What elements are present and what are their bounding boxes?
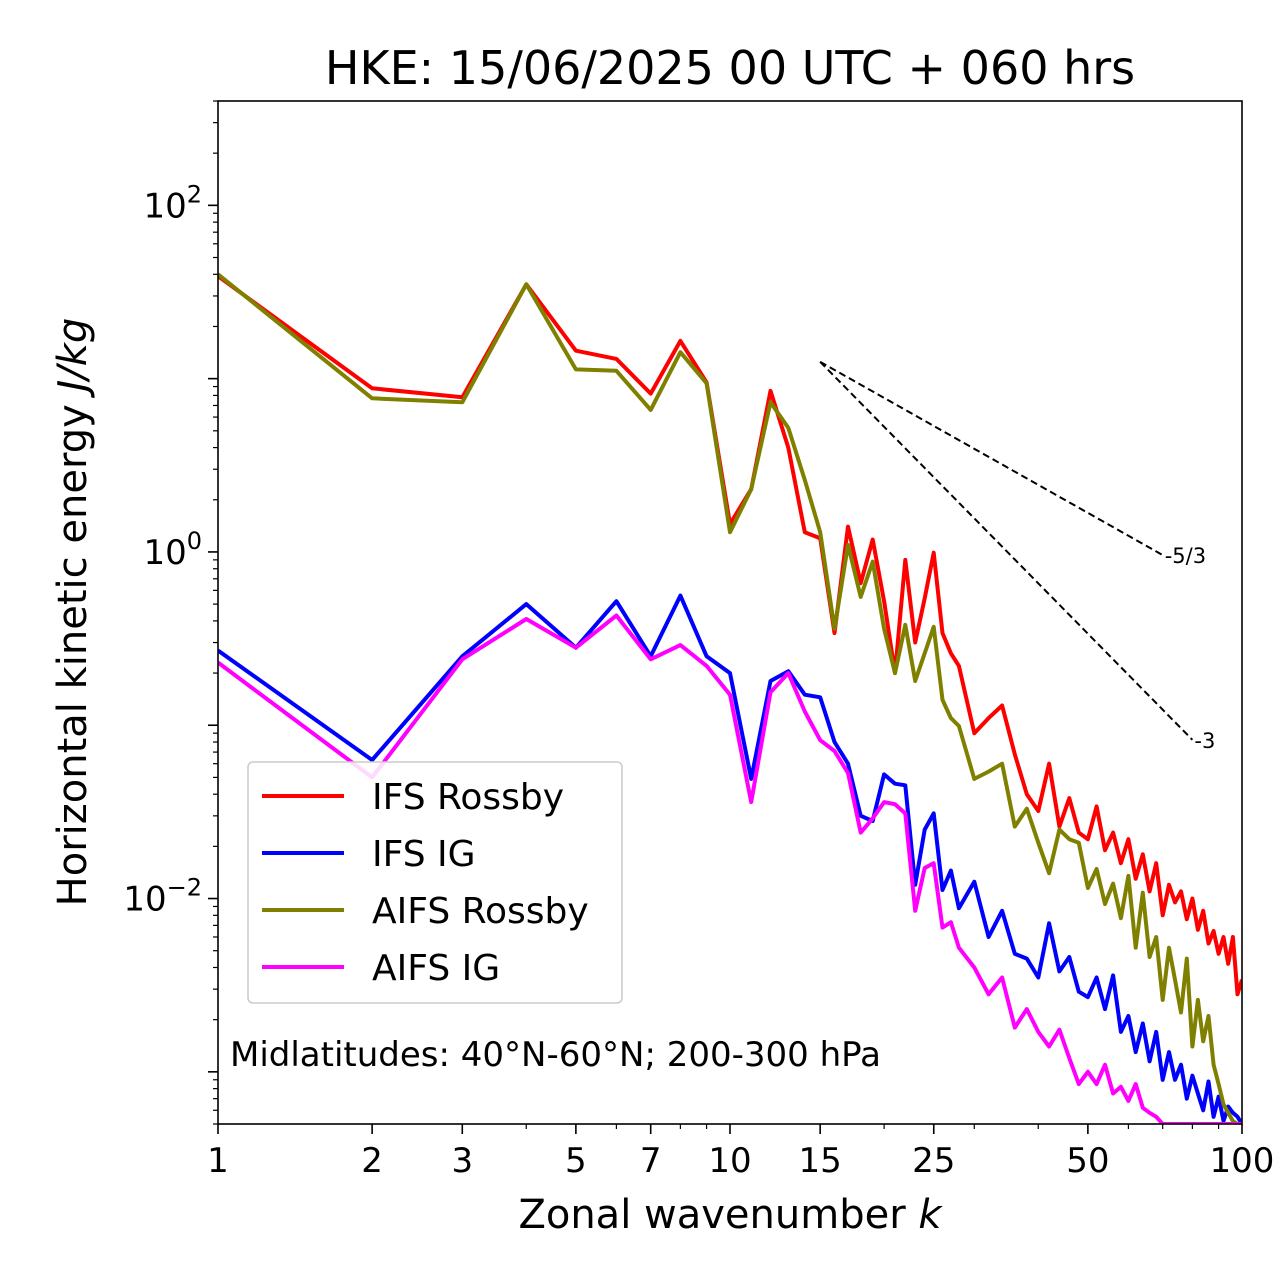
ifs-ig-line	[218, 593, 1242, 1124]
x-tick-label: 3	[451, 1141, 473, 1181]
x-tick-label: 7	[640, 1141, 662, 1181]
region-annotation: Midlatitudes: 40°N-60°N; 200-300 hPa	[230, 1035, 881, 1075]
y-tick-label: 102	[143, 180, 202, 226]
x-tick-label: 2	[361, 1141, 383, 1181]
slope-label: -3	[1194, 729, 1215, 753]
legend-label: IFS IG	[372, 834, 476, 875]
reference-slope-lines	[819, 360, 1194, 741]
x-tick-label: 100	[1210, 1141, 1275, 1181]
y-axis-label: Horizontal kinetic energy J/kg	[50, 318, 96, 907]
y-tick-label: 10−2	[123, 874, 202, 920]
legend-label: AIFS IG	[372, 948, 500, 989]
x-tick-label: 10	[708, 1141, 751, 1181]
x-axis-ticks: 1 2 3 5 7 10 15 25 50 100	[207, 1124, 1274, 1181]
chart-title: HKE: 15/06/2025 00 UTC + 060 hrs	[325, 41, 1135, 95]
legend-label: AIFS Rossby	[372, 891, 589, 932]
series-lines	[218, 272, 1242, 1124]
x-axis-label: Zonal wavenumber k	[518, 1192, 943, 1238]
aifs-ig-line	[218, 613, 1242, 1124]
slope-label: -5/3	[1165, 544, 1206, 568]
y-tick-label: 100	[143, 527, 202, 573]
x-tick-label: 50	[1066, 1141, 1109, 1181]
slope-labels: -5/3 -3	[1165, 544, 1216, 753]
legend: IFS Rossby IFS IG AIFS Rossby AIFS IG	[247, 761, 623, 1004]
x-tick-label: 15	[799, 1141, 842, 1181]
legend-label: IFS Rossby	[372, 777, 564, 818]
reference-line	[819, 361, 1194, 741]
y-axis-ticks: 10−2 100 102	[123, 100, 218, 1125]
x-tick-label: 25	[912, 1141, 955, 1181]
x-tick-label: 5	[565, 1141, 587, 1181]
legend-box	[247, 761, 623, 1004]
aifs-rossby-line	[218, 272, 1242, 1124]
x-tick-label: 1	[207, 1141, 229, 1181]
